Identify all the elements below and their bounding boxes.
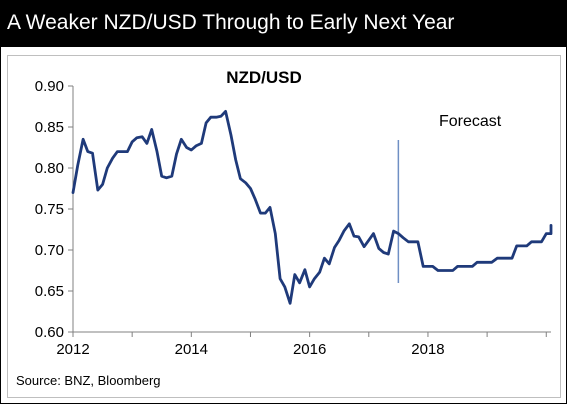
x-tick-label: 2016: [293, 341, 326, 358]
y-tick-label: 0.80: [35, 160, 64, 177]
source-note: Source: BNZ, Bloomberg: [16, 373, 161, 388]
chart-panel: [7, 55, 561, 398]
x-tick-label: 2014: [175, 341, 208, 358]
axes: 0.60 0.65 0.70 0.75 0.80 0.85 0.90 2012 2014 2016…: [35, 78, 551, 358]
series-line-nzd-usd: [71, 110, 553, 305]
x-tick-label: 2018: [411, 341, 444, 358]
series-marks: [71, 110, 553, 305]
forecast-annotation: Forecast: [439, 113, 502, 130]
y-tick-label: 0.85: [35, 119, 64, 136]
x-tick-label: 2012: [56, 341, 89, 358]
y-tick-label: 0.75: [35, 201, 64, 218]
chart-title: NZD/USD: [226, 68, 302, 87]
y-tick-label: 0.70: [35, 242, 64, 259]
y-tick-label: 0.90: [35, 78, 64, 95]
page-title: A Weaker NZD/USD Through to Early Next Y…: [7, 11, 455, 34]
y-tick-label: 0.65: [35, 283, 64, 300]
y-tick-label: 0.60: [35, 324, 64, 341]
title-bar: A Weaker NZD/USD Through to Early Next Y…: [1, 1, 566, 47]
